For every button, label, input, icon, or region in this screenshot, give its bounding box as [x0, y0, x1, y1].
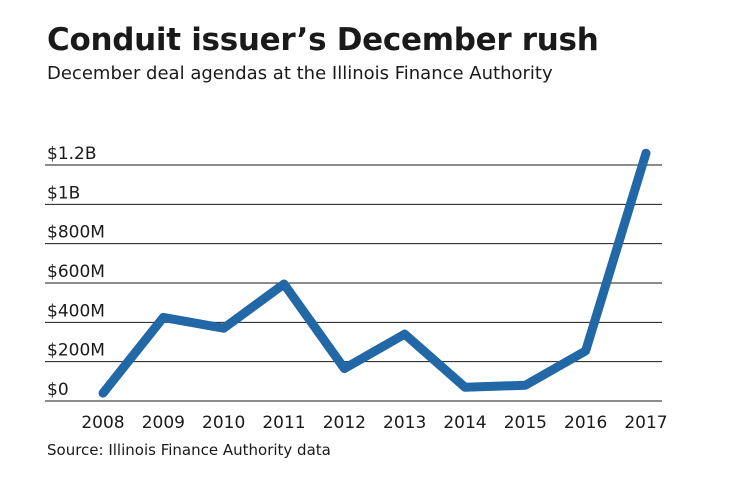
x-tick-label: 2017 [624, 413, 667, 433]
y-tick-label: $1.2B [47, 144, 97, 164]
chart-subtitle: December deal agendas at the Illinois Fi… [47, 63, 553, 84]
source-note: Source: Illinois Finance Authority data [47, 441, 331, 459]
x-tick-label: 2008 [81, 413, 124, 433]
y-tick-label: $400M [47, 301, 105, 321]
y-tick-label: $800M [47, 223, 105, 243]
x-axis-labels: 2008 2009 2010 2011 2012 2013 2014 2015 2016 2017 [81, 413, 667, 433]
x-tick-label: 2011 [262, 413, 305, 433]
x-tick-label: 2016 [564, 413, 607, 433]
y-tick-label: $0 [47, 380, 69, 400]
y-tick-label: $1B [47, 183, 80, 203]
series-line [98, 148, 651, 398]
x-tick-label: 2013 [383, 413, 426, 433]
y-axis-labels: $0 $200M $400M $600M $800M $1B $1.2B [47, 144, 105, 400]
x-tick-label: 2009 [142, 413, 185, 433]
y-tick-label: $200M [47, 341, 105, 361]
x-tick-label: 2015 [504, 413, 547, 433]
series-layer [98, 148, 651, 398]
chart-title: Conduit issuer’s December rush [47, 22, 599, 58]
x-tick-label: 2014 [443, 413, 486, 433]
x-tick-label: 2010 [202, 413, 245, 433]
y-tick-label: $600M [47, 262, 105, 282]
x-tick-label: 2012 [323, 413, 366, 433]
